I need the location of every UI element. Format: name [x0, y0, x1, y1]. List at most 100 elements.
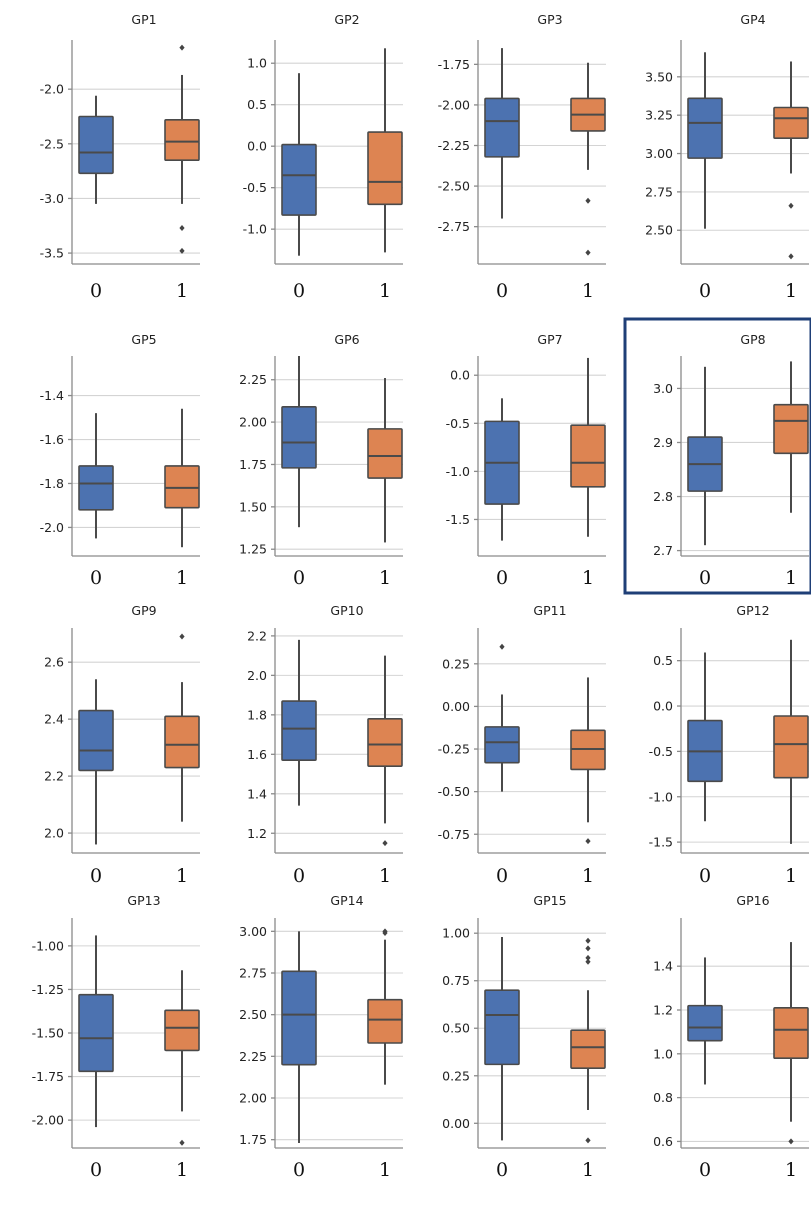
- iqr-box: [164, 715, 200, 769]
- y-tick-label: 1.8: [247, 707, 267, 722]
- y-tick-label: 2.25: [239, 372, 267, 387]
- y-tick-label: 2.6: [44, 655, 64, 670]
- x-tick-label: 0: [90, 1159, 102, 1181]
- outlier-point: [382, 930, 388, 936]
- y-tick-label: 0.00: [442, 1116, 470, 1131]
- y-tick-label: 0.6: [653, 1134, 673, 1149]
- box-group-1: [773, 942, 809, 1145]
- iqr-box: [164, 118, 200, 161]
- x-tick-label: 1: [379, 1159, 391, 1181]
- outlier-point: [179, 44, 185, 51]
- y-tick-label: -1.0: [446, 464, 470, 479]
- y-tick-label: 2.4: [44, 712, 64, 727]
- box-group-1: [570, 62, 606, 256]
- y-tick-label: -2.00: [32, 1113, 64, 1128]
- iqr-box: [281, 406, 317, 469]
- box-group-0: [484, 48, 520, 219]
- x-tick-label: 0: [699, 865, 711, 887]
- y-tick-label: 0.5: [247, 97, 267, 112]
- box-group-1: [367, 378, 403, 543]
- panel-gp14: GP14 3.00 2.75 2.50 2.25 2.00 1.75 0 1: [239, 893, 403, 1181]
- y-tick-label: -2.00: [438, 97, 470, 112]
- panel-gp9: GP9 2.6 2.4 2.2 2.0 0 1: [44, 603, 200, 887]
- y-tick-label: -1.0: [649, 789, 673, 804]
- panel-gp1: GP1 -2.0 -2.5 -3.0 -3.5 0 1: [40, 12, 200, 302]
- x-tick-label: 1: [785, 567, 797, 589]
- x-tick-label: 0: [496, 280, 508, 302]
- y-tick-label: -1.00: [32, 938, 64, 953]
- y-tick-label: -2.75: [438, 219, 470, 234]
- box-group-1: [367, 48, 403, 253]
- iqr-box: [367, 998, 403, 1044]
- x-tick-label: 0: [90, 280, 102, 302]
- box-group-0: [484, 398, 520, 541]
- x-tick-label: 1: [582, 567, 594, 589]
- panel-title: GP15: [533, 893, 566, 908]
- panel-gp2: GP2 1.0 0.5 0.0 -0.5 -1.0 0 1: [243, 12, 403, 302]
- box-group-1: [164, 633, 200, 822]
- box-group-1: [367, 655, 403, 847]
- y-tick-label: 3.00: [239, 924, 267, 939]
- panel-gp12: GP12 0.5 0.0 -0.5 -1.0 -1.5 0 1: [649, 603, 809, 887]
- y-tick-label: 0.0: [450, 368, 470, 383]
- box-group-0: [687, 52, 723, 229]
- y-tick-label: 1.50: [239, 499, 267, 514]
- x-tick-label: 1: [176, 1159, 188, 1181]
- y-tick-label: 1.0: [247, 56, 267, 71]
- y-tick-label: -1.0: [243, 222, 267, 237]
- y-tick-label: -1.6: [40, 432, 64, 447]
- panel-gp15: GP15 1.00 0.75 0.50 0.25 0.00 0 1: [442, 893, 606, 1181]
- iqr-box: [570, 424, 606, 488]
- x-tick-label: 1: [582, 1159, 594, 1181]
- x-tick-label: 0: [90, 567, 102, 589]
- outlier-point: [179, 224, 185, 231]
- y-tick-label: 1.0: [653, 1046, 673, 1061]
- y-tick-label: -3.0: [40, 191, 64, 206]
- outlier-point: [585, 838, 591, 845]
- y-tick-label: -1.5: [446, 512, 470, 527]
- highlight-frame: [623, 317, 811, 595]
- y-tick-label: -0.75: [438, 827, 470, 842]
- y-tick-label: -2.50: [438, 179, 470, 194]
- x-tick-label: 0: [293, 1159, 305, 1181]
- panel-title: GP9: [131, 603, 156, 618]
- panel-title: GP6: [334, 332, 359, 347]
- y-tick-label: -1.4: [40, 388, 64, 403]
- y-tick-label: 2.75: [239, 966, 267, 981]
- outlier-point: [179, 247, 185, 254]
- box-group-0: [687, 652, 723, 822]
- x-tick-label: 1: [379, 865, 391, 887]
- y-tick-label: 0.25: [442, 656, 470, 671]
- iqr-box: [281, 970, 317, 1066]
- iqr-box: [367, 428, 403, 479]
- y-tick-label: -0.25: [438, 742, 470, 757]
- y-tick-label: -1.75: [438, 57, 470, 72]
- box-group-0: [687, 366, 723, 546]
- x-tick-label: 1: [785, 1159, 797, 1181]
- iqr-box: [484, 989, 520, 1066]
- box-group-0: [78, 935, 114, 1128]
- box-group-0: [484, 937, 520, 1141]
- panel-gp11: GP11 0.25 0.00 -0.25 -0.50 -0.75 0 1: [438, 603, 606, 887]
- iqr-box: [164, 1009, 200, 1052]
- x-tick-label: 0: [496, 865, 508, 887]
- x-tick-label: 0: [90, 865, 102, 887]
- iqr-box: [484, 97, 520, 158]
- box-group-1: [367, 928, 403, 1085]
- x-tick-label: 1: [176, 865, 188, 887]
- y-tick-label: -0.50: [438, 784, 470, 799]
- outlier-point: [788, 202, 794, 209]
- outlier-point: [788, 1138, 794, 1145]
- box-group-0: [281, 931, 317, 1143]
- y-tick-label: 0.8: [653, 1090, 673, 1105]
- x-tick-label: 1: [176, 567, 188, 589]
- panel-title: GP8: [740, 332, 765, 347]
- y-tick-label: 0.75: [442, 973, 470, 988]
- box-group-1: [773, 639, 809, 844]
- x-tick-label: 1: [582, 280, 594, 302]
- box-group-1: [570, 937, 606, 1144]
- y-tick-label: 1.2: [247, 826, 267, 841]
- y-tick-label: 3.50: [645, 69, 673, 84]
- iqr-box: [164, 465, 200, 509]
